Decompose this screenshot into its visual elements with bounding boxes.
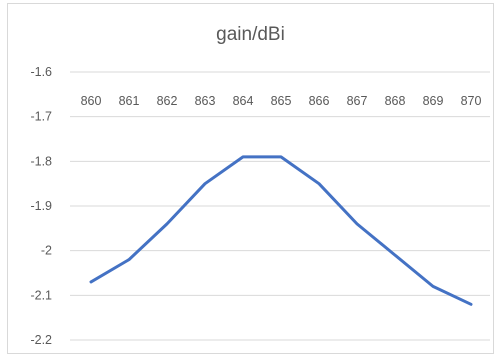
x-tick-label-2: 862: [157, 94, 178, 108]
y-tick-label-1: -1.7: [30, 110, 52, 124]
x-tick-label-0: 860: [81, 94, 102, 108]
x-tick-label-8: 868: [385, 94, 406, 108]
x-tick-label-6: 866: [309, 94, 330, 108]
x-tick-label-7: 867: [347, 94, 368, 108]
y-tick-label-5: -2.1: [30, 288, 52, 302]
x-tick-label-1: 861: [119, 94, 140, 108]
y-tick-label-2: -1.8: [30, 154, 52, 168]
x-tick-label-4: 864: [233, 94, 254, 108]
y-tick-label-0: -1.6: [30, 65, 52, 79]
x-tick-label-5: 865: [271, 94, 292, 108]
x-tick-label-3: 863: [195, 94, 216, 108]
y-tick-label-6: -2.2: [30, 333, 52, 347]
series-line-0: [89, 155, 473, 306]
chart-title: gain/dBi: [216, 24, 285, 45]
x-tick-label-9: 869: [423, 94, 444, 108]
y-tick-label-3: -1.9: [30, 199, 52, 213]
x-tick-label-10: 870: [461, 94, 482, 108]
y-tick-label-4: -2: [41, 244, 52, 258]
